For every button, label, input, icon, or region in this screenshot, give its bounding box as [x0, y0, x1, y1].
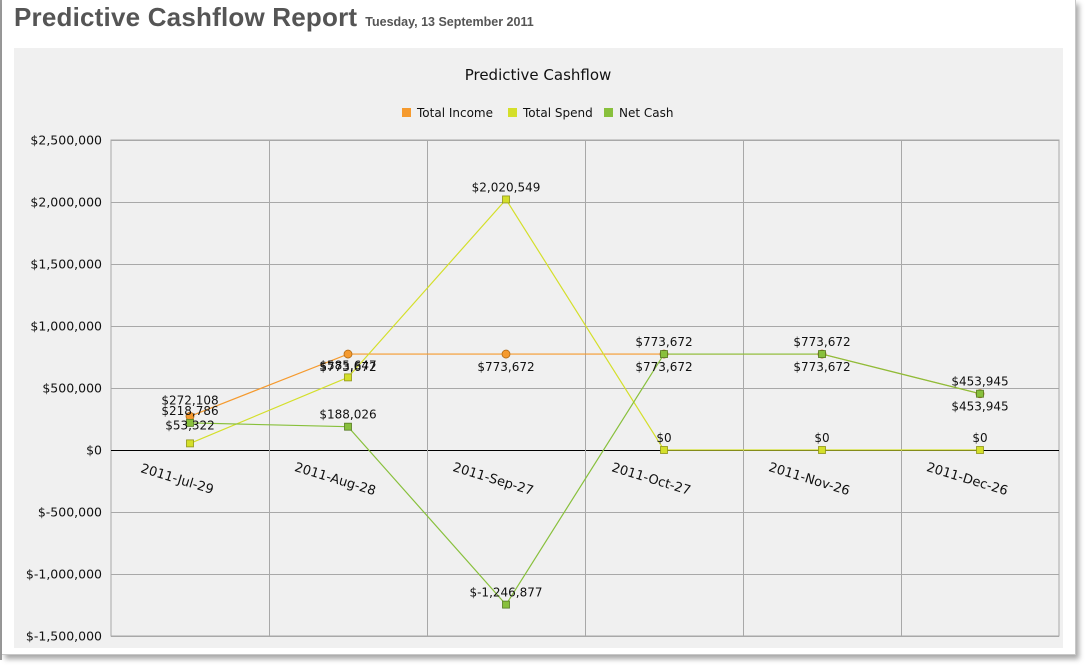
data-label-s3-4: $773,672: [635, 335, 692, 349]
data-label-s1-3: $773,672: [477, 360, 534, 374]
chart-title: Predictive Cashflow: [465, 66, 612, 84]
series-line-3: [189, 353, 981, 606]
data-label-s1-5: $773,672: [793, 360, 850, 374]
series-3-point-1: [186, 418, 194, 427]
x-category-label-5: 2011-Nov-26: [767, 460, 852, 499]
report-date: Tuesday, 13 September 2011: [365, 15, 534, 29]
data-label-s3-5: $773,672: [793, 335, 850, 349]
y-tick-label-5: $500,000: [42, 381, 102, 396]
series-2-point-1: [186, 439, 194, 448]
y-tick-label-9: $-1,500,000: [26, 629, 102, 644]
cashflow-line-chart: Predictive Cashflow Total Income Total Sp…: [26, 66, 1060, 644]
data-label-s3-6: $453,945: [951, 375, 1008, 389]
series-3-point-5: [818, 350, 826, 358]
series-2-point-2: [344, 373, 352, 382]
data-label-s1-1: $272,108: [161, 393, 218, 407]
x-category-label-4: 2011-Oct-27: [610, 461, 693, 499]
series-2-point-6: [976, 446, 984, 454]
legend-label-1: Total Income: [416, 106, 493, 120]
series-3-point-3: [502, 600, 510, 609]
series-1-point-3: [501, 349, 511, 359]
series-2-point-5: [818, 446, 826, 454]
y-tick-label-6: $0: [86, 443, 102, 458]
y-tick-label-1: $2,500,000: [30, 133, 102, 148]
data-label-s1-2: $773,672: [319, 360, 376, 374]
data-label-s2-5: $0: [814, 431, 829, 445]
y-axis-ticks: $2,500,000 $2,000,000 $1,500,000 $1,000,000…: [26, 133, 102, 644]
data-label-s2-1: $53,322: [165, 418, 215, 432]
data-label-s3-1: $218,786: [161, 404, 218, 418]
report-frame: Predictive Cashflow Report Tuesday, 13 S…: [2, 0, 1076, 655]
report-title: Predictive Cashflow Report: [14, 2, 358, 32]
series-1-point-2: [343, 349, 353, 359]
legend-label-2: Total Spend: [522, 106, 593, 120]
data-label-s3-2: $188,026: [319, 408, 376, 422]
chart-series: [185, 195, 985, 609]
data-label-s2-3: $2,020,549: [472, 180, 541, 194]
chart-data-labels: $272,108 $773,672 $773,672 $773,672 $773,672…: [161, 180, 1008, 599]
series-2-point-4: [660, 446, 668, 454]
chart-panel: Predictive Cashflow Total Income Total Sp…: [14, 48, 1063, 648]
data-label-s3-3: $-1,246,877: [469, 586, 542, 600]
legend-swatch-1: [402, 108, 411, 117]
y-tick-label-7: $-500,000: [38, 505, 102, 520]
data-label-s1-4: $773,672: [635, 360, 692, 374]
series-2-point-3: [502, 195, 510, 204]
legend-swatch-2: [508, 108, 517, 117]
series-3-point-2: [344, 422, 352, 431]
data-label-s2-4: $0: [656, 431, 671, 445]
data-label-s1-6: $453,945: [951, 400, 1008, 414]
window-left-edge: [0, 0, 2, 660]
y-tick-label-2: $2,000,000: [30, 195, 102, 210]
x-category-label-6: 2011-Dec-26: [925, 460, 1010, 499]
y-tick-label-3: $1,500,000: [30, 257, 102, 272]
series-3-point-6: [976, 389, 984, 398]
report-header: Predictive Cashflow Report Tuesday, 13 S…: [14, 2, 534, 38]
x-category-label-1: 2011-Jul-29: [139, 461, 216, 497]
legend-swatch-3: [604, 108, 613, 117]
chart-legend: Total Income Total Spend Net Cash: [402, 106, 673, 120]
x-category-label-3: 2011-Sep-27: [451, 460, 535, 499]
data-label-s2-6: $0: [972, 431, 987, 445]
chart-grid: [110, 139, 1060, 637]
y-tick-label-8: $-1,000,000: [26, 567, 102, 582]
series-3-point-4: [660, 350, 668, 358]
data-label-s2-2: $585,647: [319, 358, 376, 372]
series-line-2: [189, 198, 980, 451]
y-tick-label-4: $1,000,000: [30, 319, 102, 334]
legend-label-3: Net Cash: [619, 106, 673, 120]
x-category-label-2: 2011-Aug-28: [293, 460, 378, 499]
